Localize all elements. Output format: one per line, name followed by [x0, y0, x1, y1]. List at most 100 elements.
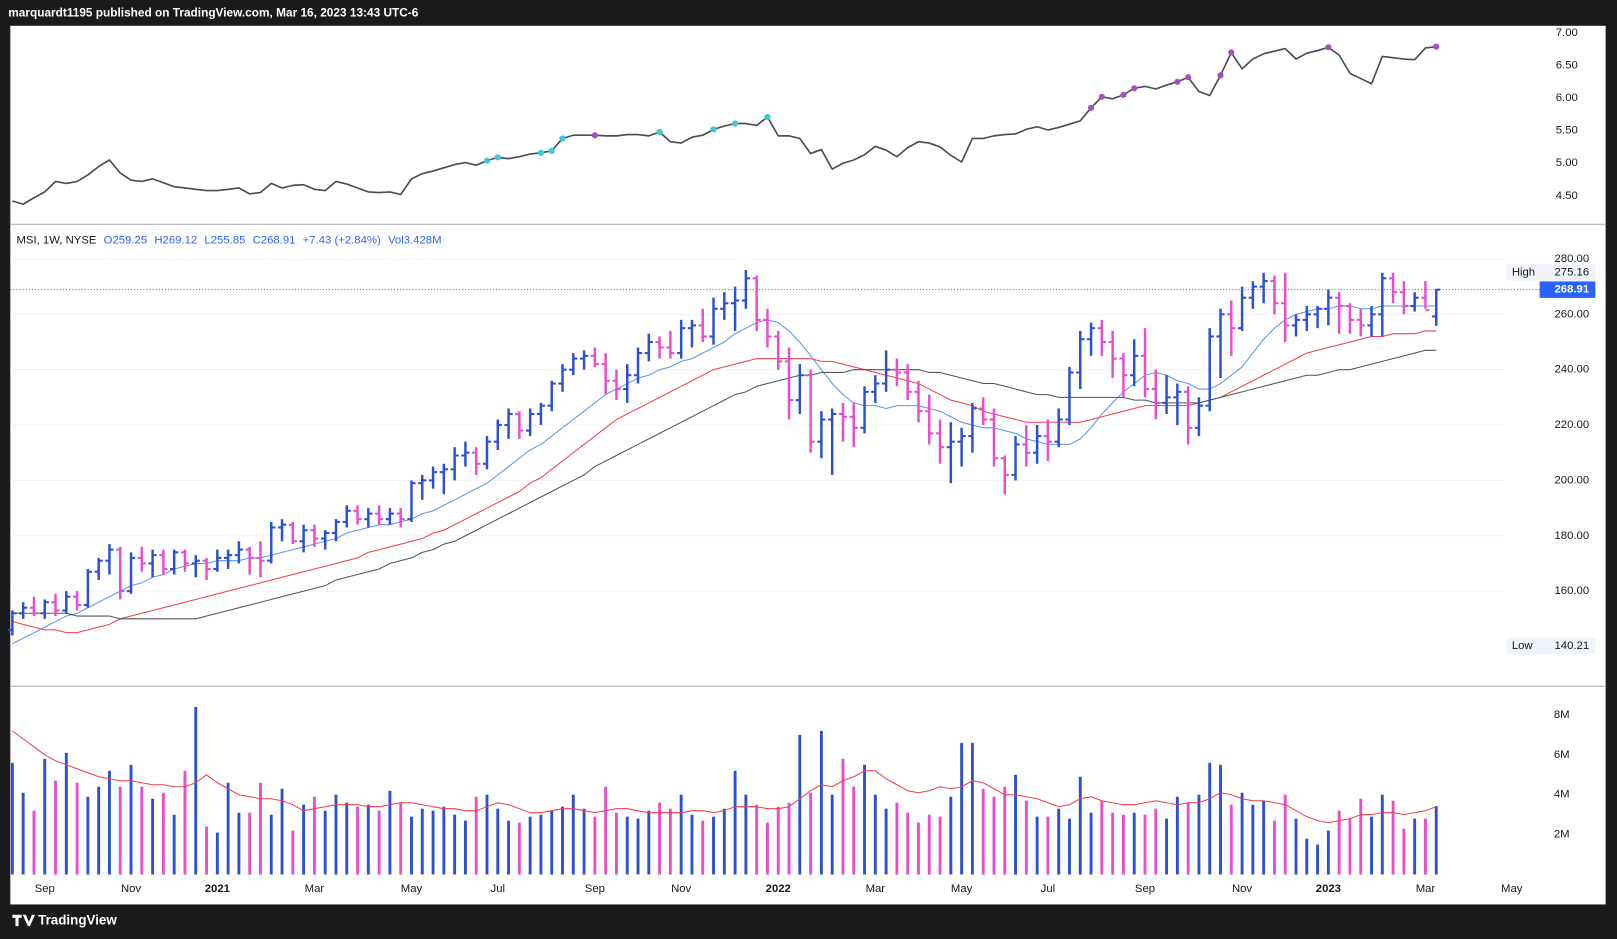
logo-text: TradingView	[38, 912, 117, 927]
y-tick-label: 6.50	[1556, 60, 1578, 72]
volume-bar	[658, 802, 662, 875]
last-price-value: 268.91	[1555, 284, 1590, 296]
volume-bar	[97, 786, 101, 875]
y-tick-label: 4.50	[1556, 190, 1578, 202]
volume-bar	[690, 814, 694, 875]
y-tick-label: 180.00	[1555, 530, 1590, 542]
volume-bar	[722, 808, 726, 875]
volume-bar	[938, 816, 942, 875]
y-tick-label: 5.00	[1556, 157, 1578, 169]
volume-bar	[64, 752, 68, 875]
volume-bar	[1348, 818, 1352, 875]
volume-bar	[571, 794, 575, 875]
volume-bar	[1143, 814, 1147, 875]
rs-marker	[483, 157, 491, 164]
rs-marker	[1433, 43, 1440, 50]
volume-bar	[517, 822, 521, 875]
volume-bar	[1229, 804, 1233, 875]
volume-bar	[766, 822, 769, 875]
rs-marker	[559, 135, 566, 142]
volume-bar	[776, 806, 780, 875]
volume-bar	[1272, 820, 1276, 875]
volume-bar	[1111, 812, 1115, 875]
y-tick-label: 280.00	[1555, 253, 1590, 265]
volume-bar	[1434, 806, 1438, 875]
volume-bar	[819, 730, 823, 875]
volume-bar	[453, 814, 457, 875]
volume-bar	[463, 820, 467, 875]
rs-marker	[764, 113, 771, 121]
volume-bar	[604, 786, 608, 875]
tradingview-logo: TradingView	[12, 912, 117, 927]
volume-bar	[1316, 844, 1320, 875]
volume-bar	[1359, 798, 1363, 875]
y-tick-label: 220.00	[1555, 419, 1590, 431]
volume-bar	[561, 806, 564, 875]
x-tick-label: Mar	[305, 883, 325, 895]
volume-bar	[1014, 774, 1017, 875]
volume-bar	[442, 806, 446, 875]
price-tag-label: High	[1512, 266, 1535, 278]
x-tick-label: Sep	[35, 883, 55, 895]
y-tick-label: 4M	[1554, 789, 1570, 801]
volume-bar	[356, 806, 359, 875]
volume-bar	[1003, 786, 1007, 875]
volume-bar	[917, 822, 920, 875]
volume-bar	[1197, 794, 1201, 875]
volume-bar	[108, 770, 111, 875]
volume-bar	[582, 808, 586, 875]
volume-bar	[668, 808, 672, 875]
volume-bar	[129, 764, 133, 875]
volume-bar	[1283, 794, 1287, 875]
volume-bar	[345, 802, 349, 875]
rs-marker	[1131, 85, 1138, 92]
logo-mark	[12, 914, 36, 927]
legend-value: Vol3.428M	[388, 234, 442, 246]
rs-marker	[1228, 49, 1235, 56]
x-tick-label: Mar	[866, 883, 886, 895]
volume-bar	[1154, 808, 1158, 875]
volume-bar	[1186, 802, 1190, 875]
volume-bar	[54, 780, 57, 875]
volume-bar	[841, 758, 845, 875]
volume-bar	[755, 804, 759, 875]
volume-bar	[269, 814, 273, 875]
volume-bar	[161, 792, 165, 875]
y-tick-label: 8M	[1554, 709, 1570, 721]
volume-bar	[906, 812, 910, 875]
volume-bar	[884, 808, 888, 875]
volume-bar	[539, 814, 543, 875]
y-tick-label: 7.00	[1556, 27, 1578, 39]
rs-marker	[537, 149, 545, 156]
volume-bar	[237, 812, 241, 875]
rs-marker	[1174, 78, 1181, 85]
volume-bar	[1132, 812, 1136, 875]
legend-value: H269.12	[154, 234, 197, 246]
y-tick-label: 6.00	[1556, 92, 1578, 104]
rs-line	[12, 45, 1437, 206]
x-tick-label: Jul	[491, 883, 505, 895]
rs-marker	[1185, 74, 1192, 81]
volume-bar	[873, 794, 877, 875]
y-tick-label: 5.50	[1556, 125, 1578, 137]
volume-bar	[701, 820, 705, 875]
volume-bar	[1165, 818, 1169, 875]
volume-bar	[215, 832, 219, 875]
volume-bar	[1078, 776, 1082, 875]
x-tick-label: Nov	[671, 883, 691, 895]
x-tick-label: Mar	[1416, 883, 1436, 895]
x-tick-label: Jul	[1041, 883, 1055, 895]
volume-bar	[248, 812, 252, 875]
volume-bar	[410, 816, 413, 875]
x-tick-label: Nov	[121, 883, 141, 895]
volume-bar	[895, 802, 899, 875]
volume-bar	[291, 830, 295, 875]
x-tick-label: 2023	[1316, 883, 1341, 895]
volume-bar	[399, 802, 403, 875]
volume-bar	[507, 820, 511, 875]
x-tick-label: May	[401, 883, 423, 895]
volume-bar	[474, 796, 478, 875]
volume-bar	[75, 782, 79, 875]
